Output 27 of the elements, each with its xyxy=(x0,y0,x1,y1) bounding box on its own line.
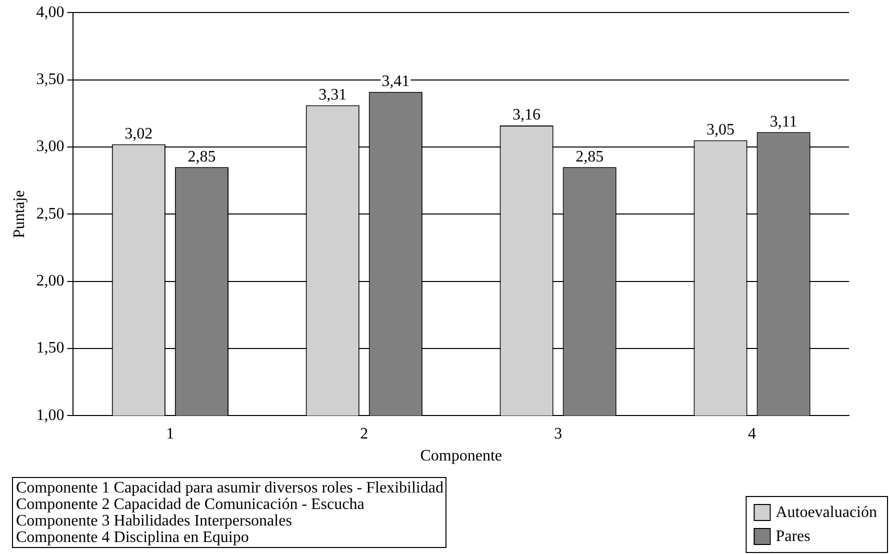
legend-label: Autoevaluación xyxy=(776,504,877,522)
text: Componente 3 Habilidades Interpersonales xyxy=(16,512,292,530)
y-tick-label: 4,00 xyxy=(36,4,64,21)
data-label: 3,11 xyxy=(770,113,798,130)
text: Componente 1 Capacidad para asumir diversos roles - Flexibilidad xyxy=(16,479,444,496)
data-label: 3,02 xyxy=(124,125,153,142)
legend-label: Pares xyxy=(776,528,810,546)
y-tick-label: 1,00 xyxy=(36,406,64,424)
data-label: 2,85 xyxy=(188,148,216,166)
x-tick-label: 1 xyxy=(166,425,174,442)
data-label: 3,05 xyxy=(706,121,735,138)
y-tick-label: 2,00 xyxy=(36,272,64,290)
x-tick-label: 4 xyxy=(748,425,756,442)
text: Componente 2 Capacidad de Comunicación - Escucha xyxy=(16,496,364,513)
data-label: 3,41 xyxy=(382,73,410,90)
y-tick-label: 3,00 xyxy=(36,138,64,156)
y-tick-label: 2,50 xyxy=(36,205,64,222)
x-tick-label: 3 xyxy=(554,425,562,442)
data-label: 2,85 xyxy=(576,148,604,166)
data-label: 3,31 xyxy=(318,86,347,104)
y-axis-title: Puntaje xyxy=(10,190,28,238)
data-label: 3,16 xyxy=(512,106,541,124)
text: Componente 4 Disciplina en Equipo xyxy=(16,528,249,546)
y-tick-label: 3,50 xyxy=(36,70,64,88)
x-axis-title: Componente xyxy=(420,448,502,465)
x-tick-label: 2 xyxy=(360,425,368,442)
y-tick-label: 1,50 xyxy=(36,340,64,357)
